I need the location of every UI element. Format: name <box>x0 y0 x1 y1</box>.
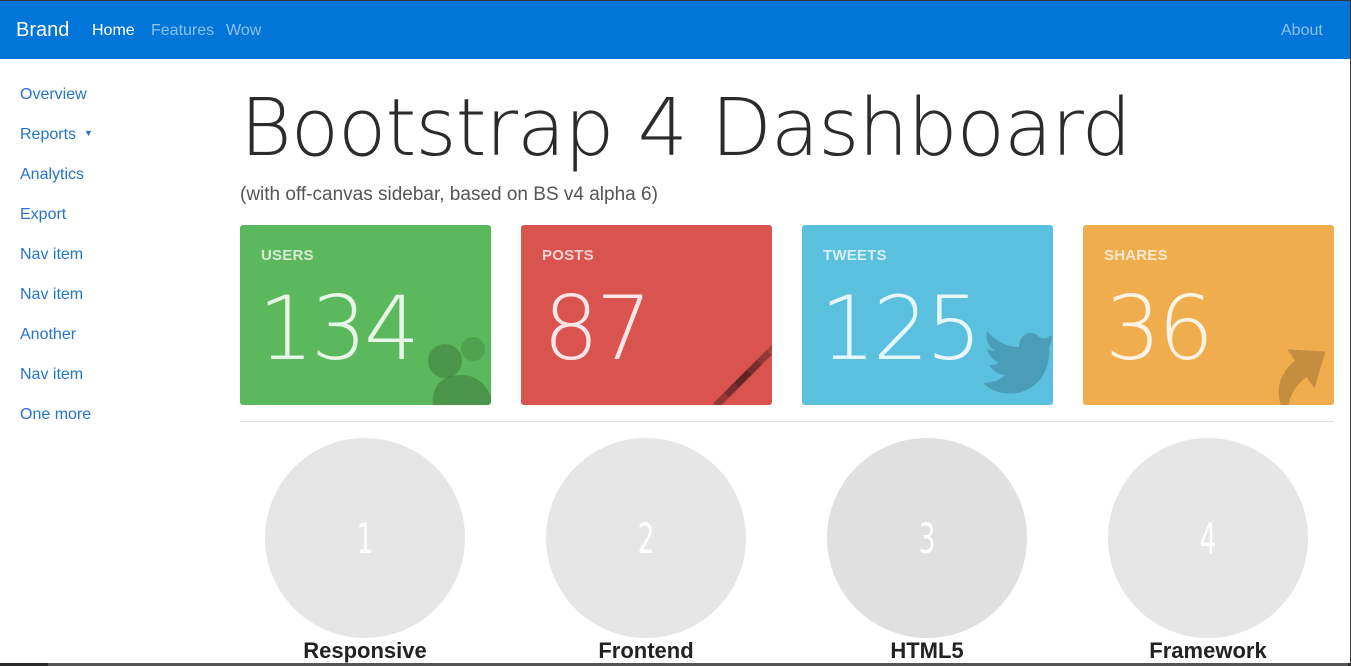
window-bottom-edge <box>0 663 1351 666</box>
sidebar-item-one-more[interactable]: One more <box>20 406 92 423</box>
posts-card: POSTS 87 <box>521 225 772 405</box>
user-icon <box>428 337 491 405</box>
feature-item: 3 HTML5 <box>827 438 1027 666</box>
sidebar-item-reports[interactable]: Reports ▼ <box>20 126 93 144</box>
nav-about[interactable]: About <box>1281 22 1323 39</box>
card-title: USERS <box>261 247 314 264</box>
feature-number: 4 <box>1199 513 1217 563</box>
feature-label: Frontend <box>598 638 694 663</box>
brand-link[interactable]: Brand <box>16 19 70 41</box>
card-value: 134 <box>258 277 420 380</box>
share-icon <box>1278 349 1326 405</box>
sidebar-item-nav-1[interactable]: Nav item <box>20 246 84 263</box>
caret-down-icon: ▼ <box>84 128 93 138</box>
users-card: USERS 134 <box>240 225 491 405</box>
feature-circle: 3 <box>827 438 1027 638</box>
card-title: TWEETS <box>823 247 887 264</box>
card-title: POSTS <box>542 247 594 264</box>
card-value: 87 <box>543 277 652 380</box>
nav-features[interactable]: Features <box>151 22 215 39</box>
sidebar-item-analytics[interactable]: Analytics <box>20 166 85 183</box>
nav-home[interactable]: Home <box>92 22 135 39</box>
section-divider <box>240 421 1334 422</box>
sidebar-item-nav-3[interactable]: Nav item <box>20 366 84 383</box>
feature-number: 2 <box>637 513 655 563</box>
twitter-icon <box>983 331 1052 394</box>
sidebar-item-label: Reports <box>20 126 77 143</box>
shares-card: SHARES 36 <box>1083 225 1334 405</box>
sidebar-item-another[interactable]: Another <box>20 326 77 343</box>
card-value: 125 <box>820 277 982 380</box>
sidebar-item-export[interactable]: Export <box>20 206 67 223</box>
feature-label: HTML5 <box>890 638 964 663</box>
feature-item: 2 Frontend <box>546 438 746 666</box>
tweets-card: TWEETS 125 <box>802 225 1053 405</box>
top-navbar: Brand Home Features Wow About <box>0 1 1350 59</box>
sidebar-item-overview[interactable]: Overview <box>20 86 87 103</box>
sidebar-item-nav-2[interactable]: Nav item <box>20 286 84 303</box>
feature-item: 1 Responsive <box>265 438 465 666</box>
card-title: SHARES <box>1104 247 1168 264</box>
nav-wow[interactable]: Wow <box>226 22 262 39</box>
list-icon <box>704 340 772 405</box>
page-subtitle: (with off-canvas sidebar, based on BS v4… <box>240 184 658 205</box>
feature-item: 4 Framework <box>1108 438 1308 666</box>
feature-label: Responsive <box>303 638 427 663</box>
feature-circle: 1 <box>265 438 465 638</box>
feature-number: 3 <box>918 513 936 563</box>
feature-label: Framework <box>1149 638 1267 663</box>
page-title: Bootstrap 4 Dashboard <box>240 82 1132 174</box>
feature-circle: 2 <box>546 438 746 638</box>
card-value: 36 <box>1105 277 1214 380</box>
feature-circle: 4 <box>1108 438 1308 638</box>
feature-number: 1 <box>356 513 374 563</box>
